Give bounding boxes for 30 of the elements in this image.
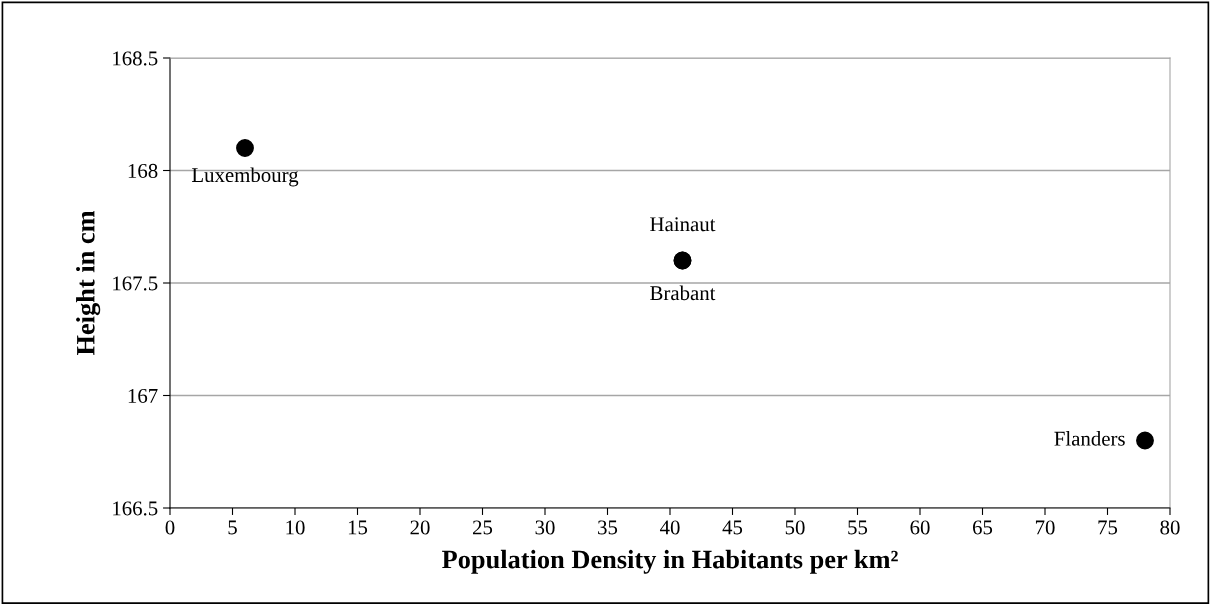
point xyxy=(236,139,254,157)
y-tick-label: 166.5 xyxy=(113,501,158,516)
x-tick-label: 60 xyxy=(910,520,930,535)
annotation: Hainaut xyxy=(650,217,716,232)
x-tick-label: 75 xyxy=(1098,520,1118,535)
x-tick-label: 70 xyxy=(1035,520,1055,535)
x-tick-label: 45 xyxy=(722,520,743,535)
x-tick-label: 15 xyxy=(348,520,368,535)
x-tick-label: 65 xyxy=(972,520,993,535)
point xyxy=(1136,431,1154,450)
y-tick-label: 168 xyxy=(128,163,158,178)
x-tick-label: 5 xyxy=(228,520,237,535)
x-tick-label: 55 xyxy=(848,520,868,535)
annotation: Luxembourg xyxy=(191,167,299,187)
y-tick-label: 167 xyxy=(128,388,158,403)
y-axis-title: Height in cm xyxy=(76,210,101,356)
x-tick-label: 50 xyxy=(785,520,805,535)
x-tick-label: 30 xyxy=(535,520,555,535)
x-tick-label: 0 xyxy=(165,520,175,535)
x-tick-label: 35 xyxy=(598,520,618,535)
x-axis-title: Population Density in Habitants per km² xyxy=(442,549,898,574)
y-tick-label: 167.5 xyxy=(113,276,158,291)
x-tick-label: 25 xyxy=(473,520,493,535)
x-tick-label: 40 xyxy=(659,520,680,535)
x-tick-label: 20 xyxy=(410,520,430,535)
annotation: Brabant xyxy=(650,285,716,301)
x-tick-label: 80 xyxy=(1160,520,1180,535)
annotation: Flanders xyxy=(1054,431,1125,446)
x-tick-label: 10 xyxy=(286,520,305,535)
y-tick-label: 168.5 xyxy=(113,51,158,66)
